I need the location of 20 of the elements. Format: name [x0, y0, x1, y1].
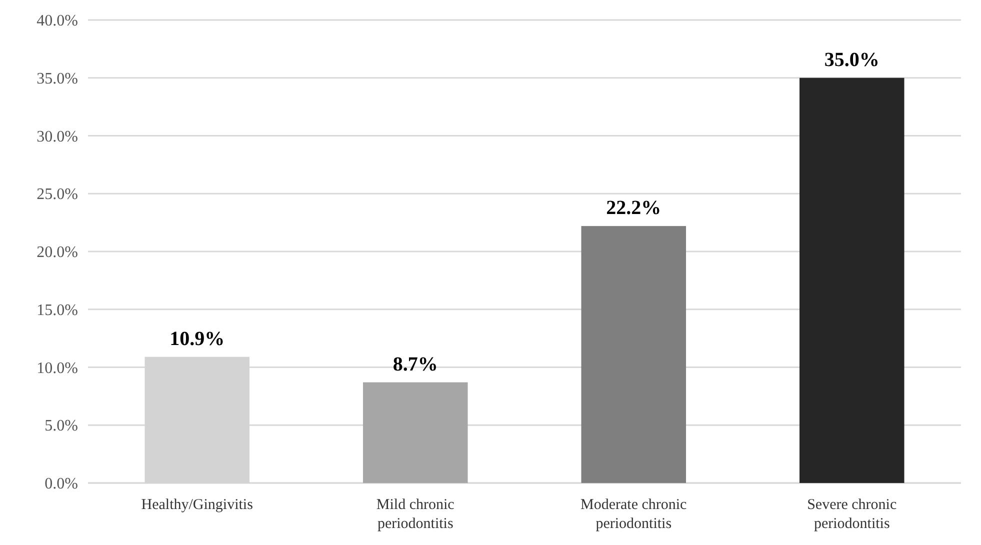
- y-tick-label: 5.0%: [44, 418, 78, 435]
- x-tick-label: Severe chronic periodontitis: [807, 497, 897, 532]
- x-tick-label: Mild chronic periodontitis: [376, 497, 455, 532]
- data-label: 22.2%: [606, 197, 662, 220]
- x-tick-label: Moderate chronic periodontitis: [580, 497, 688, 532]
- bar: [799, 78, 904, 483]
- data-label: 35.0%: [824, 48, 880, 71]
- y-tick-label: 30.0%: [36, 128, 78, 146]
- y-tick-label: 40.0%: [36, 12, 78, 30]
- y-tick-label: 15.0%: [36, 302, 78, 319]
- y-tick-label: 0.0%: [44, 476, 78, 493]
- y-tick-label: 25.0%: [36, 186, 78, 204]
- y-tick-label: 35.0%: [36, 70, 78, 88]
- y-tick-label: 20.0%: [36, 244, 78, 262]
- y-tick-label: 10.0%: [36, 360, 78, 377]
- data-label: 8.7%: [392, 353, 438, 376]
- data-label: 10.9%: [170, 328, 225, 350]
- bar: [362, 382, 468, 483]
- bar: [581, 226, 686, 483]
- x-tick-label: Healthy/Gingivitis: [141, 497, 254, 513]
